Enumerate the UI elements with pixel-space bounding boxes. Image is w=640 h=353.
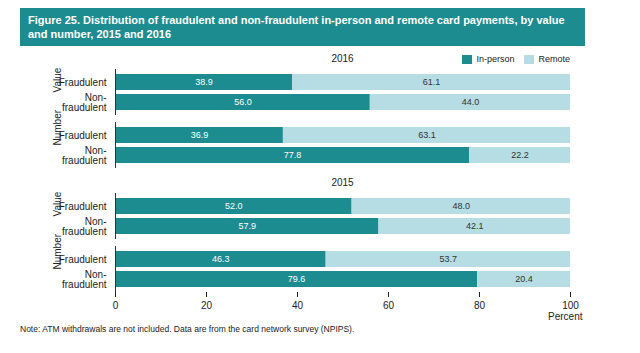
svg-text:Fraudulent: Fraudulent	[59, 254, 107, 265]
html-text:In-person: In-person	[476, 54, 515, 64]
svg-text:60: 60	[383, 300, 395, 311]
svg-text:80: 80	[474, 300, 486, 311]
html-text:2015: 2015	[331, 177, 354, 188]
svg-text:40: 40	[292, 300, 304, 311]
svg-text:Non-fraudulent: Non-fraudulent	[62, 216, 107, 237]
html-text:Figure 25. Distribution of fra: Figure 25. Distribution of fraudulent an…	[28, 14, 565, 40]
svg-text:53.7: 53.7	[440, 254, 458, 264]
svg-text:79.6: 79.6	[288, 274, 306, 284]
svg-text:77.8: 77.8	[284, 150, 302, 160]
html-text:Note: ATM withdrawals are not: Note: ATM withdrawals are not included. …	[20, 324, 355, 334]
html-text:2016: 2016	[331, 53, 354, 64]
svg-text:52.0: 52.0	[225, 201, 243, 211]
svg-text:20: 20	[201, 300, 213, 311]
svg-text:61.1: 61.1	[423, 77, 441, 87]
svg-text:22.2: 22.2	[511, 150, 529, 160]
svg-text:48.0: 48.0	[453, 201, 471, 211]
svg-text:Percent: Percent	[548, 311, 583, 322]
svg-text:63.1: 63.1	[418, 130, 436, 140]
svg-text:44.0: 44.0	[462, 97, 480, 107]
svg-text:56.0: 56.0	[234, 97, 252, 107]
svg-text:Non-fraudulent: Non-fraudulent	[62, 145, 107, 166]
svg-text:0: 0	[113, 300, 119, 311]
svg-text:42.1: 42.1	[466, 221, 484, 231]
svg-text:46.3: 46.3	[212, 254, 230, 264]
svg-text:Number: Number	[52, 233, 63, 269]
svg-text:38.9: 38.9	[195, 77, 213, 87]
svg-text:Non-fraudulent: Non-fraudulent	[62, 269, 107, 290]
svg-text:36.9: 36.9	[191, 130, 209, 140]
svg-text:Fraudulent: Fraudulent	[59, 77, 107, 88]
svg-text:Value: Value	[52, 67, 63, 92]
svg-text:100: 100	[562, 300, 579, 311]
svg-text:Non-fraudulent: Non-fraudulent	[62, 92, 107, 113]
svg-text:20.4: 20.4	[515, 274, 533, 284]
svg-text:Fraudulent: Fraudulent	[59, 130, 107, 141]
svg-text:Value: Value	[52, 191, 63, 216]
html-text:Remote: Remote	[538, 54, 570, 64]
svg-text:Number: Number	[52, 109, 63, 145]
svg-text:57.9: 57.9	[238, 221, 256, 231]
svg-text:Fraudulent: Fraudulent	[59, 201, 107, 212]
